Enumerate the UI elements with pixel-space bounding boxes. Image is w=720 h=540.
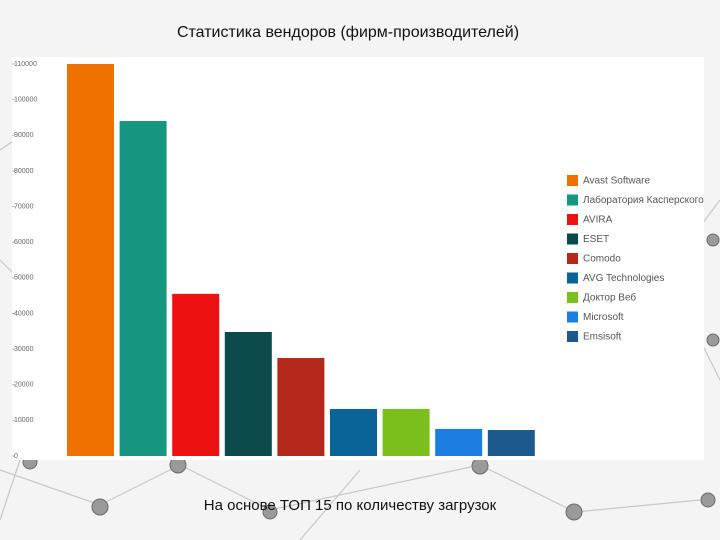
y-tick-label: 90000 [14, 132, 34, 139]
legend-label: Доктор Веб [583, 292, 636, 304]
bar [382, 408, 430, 456]
bar [172, 293, 220, 456]
legend-swatch [567, 175, 578, 186]
legend-swatch [567, 253, 578, 264]
y-tick-label: 60000 [14, 239, 34, 246]
chart-title: Статистика вендоров (фирм-производителей… [177, 24, 519, 41]
y-tick-label: 50000 [14, 275, 34, 282]
legend-label: ESET [583, 234, 609, 245]
bar [277, 358, 325, 456]
legend-label: Microsoft [583, 312, 624, 323]
legend-label: Avast Software [583, 176, 651, 187]
legend-label: AVG Technologies [583, 273, 664, 284]
y-tick-label: 0 [14, 453, 18, 460]
bar [67, 64, 114, 456]
y-tick-label: 80000 [14, 168, 34, 175]
legend-swatch [567, 272, 578, 284]
y-tick-label: 20000 [14, 382, 34, 389]
bar [435, 428, 483, 456]
y-tick-label: 70000 [14, 203, 34, 210]
y-tick-label: 10000 [14, 417, 34, 424]
y-tick-label: 40000 [14, 310, 34, 317]
legend-label: Лаборатория Касперского [583, 194, 704, 206]
bar [119, 121, 167, 456]
legend-label: AVIRA [583, 215, 613, 226]
bar [330, 408, 377, 456]
legend-swatch [567, 214, 578, 225]
y-tick-label: 100000 [14, 96, 37, 103]
bar [224, 331, 272, 456]
legend-label: Emsisoft [583, 332, 622, 343]
legend-swatch [567, 311, 578, 323]
legend-label: Comodo [583, 254, 621, 265]
legend-swatch [567, 331, 578, 342]
y-tick-label: 30000 [14, 346, 34, 353]
legend-swatch [567, 194, 578, 206]
legend-swatch [567, 292, 578, 303]
y-tick-label: 110000 [14, 61, 37, 68]
legend-swatch [567, 233, 578, 245]
footnote: На основе ТОП 15 по количеству загрузок [204, 497, 497, 514]
bar [487, 429, 535, 456]
